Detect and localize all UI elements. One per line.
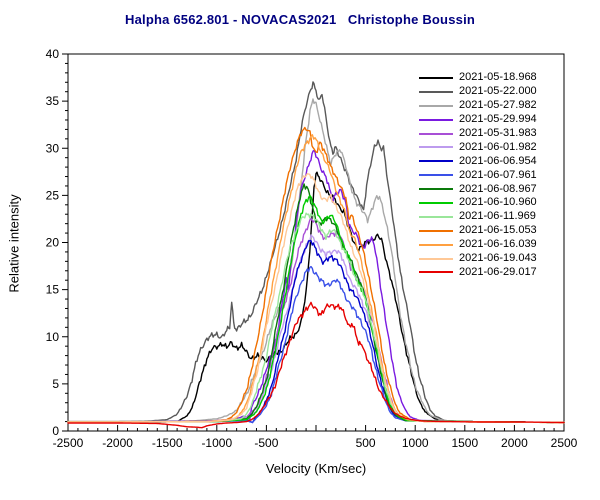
legend-item: 2021-06-06.954 xyxy=(419,154,537,168)
legend-swatch xyxy=(419,188,453,191)
legend-item: 2021-05-18.968 xyxy=(419,71,537,85)
legend-swatch xyxy=(419,229,453,232)
spectrum-curve-2021-06-29.017 xyxy=(67,301,565,429)
legend-swatch xyxy=(419,132,453,135)
legend-label: 2021-06-08.967 xyxy=(459,182,537,195)
legend-label: 2021-05-18.968 xyxy=(459,71,537,84)
legend-item: 2021-06-08.967 xyxy=(419,182,537,196)
y-tick-label: 35 xyxy=(46,94,60,108)
y-tick-label: 10 xyxy=(46,330,60,344)
legend-item: 2021-05-31.983 xyxy=(419,127,537,141)
legend-swatch xyxy=(419,243,453,246)
y-tick-label: 0 xyxy=(52,424,59,438)
y-tick-label: 40 xyxy=(46,47,60,61)
legend-swatch xyxy=(419,174,453,177)
legend-label: 2021-06-07.961 xyxy=(459,168,537,181)
legend-item: 2021-06-01.982 xyxy=(419,140,537,154)
legend-label: 2021-06-15.053 xyxy=(459,224,537,237)
legend-swatch xyxy=(419,160,453,163)
legend-label: 2021-05-22.000 xyxy=(459,85,537,98)
chart-title: Halpha 6562.801 - NOVACAS2021 Christophe… xyxy=(124,12,476,27)
x-tick-label: -2500 xyxy=(53,436,84,450)
x-tick-label: 2000 xyxy=(501,436,528,450)
legend-swatch xyxy=(419,257,453,260)
legend-swatch xyxy=(419,90,453,93)
y-tick-label: 20 xyxy=(46,236,60,250)
legend-label: 2021-05-31.983 xyxy=(459,127,537,139)
legend-label: 2021-06-19.043 xyxy=(459,252,537,265)
legend-item: 2021-06-16.039 xyxy=(419,238,537,252)
legend-swatch xyxy=(419,146,453,149)
y-tick-label: 15 xyxy=(46,283,60,297)
y-tick-label: 5 xyxy=(52,377,59,391)
x-tick-label: 2500 xyxy=(551,436,578,450)
x-tick-label: 1000 xyxy=(402,436,429,450)
legend-item: 2021-06-10.960 xyxy=(419,196,537,210)
legend-label: 2021-06-11.969 xyxy=(459,210,536,223)
x-tick-label: -500 xyxy=(254,436,278,450)
legend-label: 2021-05-29.994 xyxy=(459,113,537,126)
y-tick-label: 30 xyxy=(46,141,60,155)
legend-item: 2021-06-19.043 xyxy=(419,252,537,266)
y-tick-label: 25 xyxy=(46,188,60,202)
legend-label: 2021-06-01.982 xyxy=(459,140,537,153)
spectrum-curve-2021-06-07.961 xyxy=(67,265,565,424)
legend-label: 2021-06-10.960 xyxy=(459,196,537,209)
legend-label: 2021-06-29.017 xyxy=(459,265,537,278)
x-tick-label: -1500 xyxy=(152,436,183,450)
legend: 2021-05-18.968 2021-05-22.000 2021-05-27.9… xyxy=(419,71,537,279)
legend-item: 2021-05-29.994 xyxy=(419,113,537,127)
x-tick-label: 1500 xyxy=(451,436,478,450)
legend-swatch xyxy=(419,271,453,274)
legend-label: 2021-06-16.039 xyxy=(459,238,537,251)
legend-swatch xyxy=(419,201,453,204)
legend-swatch xyxy=(419,76,453,79)
x-axis-label: Velocity (Km/sec) xyxy=(265,461,367,476)
legend-swatch xyxy=(419,215,453,218)
legend-swatch xyxy=(419,104,453,107)
legend-item: 2021-06-07.961 xyxy=(419,168,537,182)
legend-item: 2021-06-11.969 xyxy=(419,210,537,224)
legend-label: 2021-06-06.954 xyxy=(459,154,537,167)
legend-item: 2021-06-29.017 xyxy=(419,265,537,279)
legend-item: 2021-06-15.053 xyxy=(419,224,537,238)
legend-swatch xyxy=(419,118,453,121)
x-tick-label: 500 xyxy=(356,436,376,450)
x-tick-label: -2000 xyxy=(102,436,133,450)
legend-label: 2021-05-27.982 xyxy=(459,99,537,112)
x-tick-label: -1000 xyxy=(201,436,232,450)
legend-item: 2021-05-27.982 xyxy=(419,99,537,113)
legend-item: 2021-05-22.000 xyxy=(419,85,537,99)
